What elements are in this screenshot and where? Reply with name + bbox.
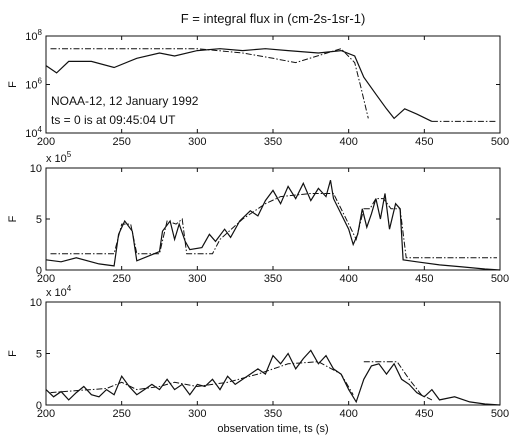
x-tick-label: 300: [188, 408, 206, 420]
y-tick-label: 104: [25, 125, 42, 140]
y-tick-label: 5: [36, 214, 42, 226]
x-tick-label: 350: [264, 136, 282, 148]
x-tick-label: 250: [112, 273, 130, 285]
x-tick-label: 400: [339, 408, 357, 420]
series-line-dashdot-2: [50, 361, 354, 395]
panels: 200 250 300 350 400 450 500104106108FNOAA-12, …: [7, 28, 509, 420]
y-tick-label: 0: [36, 265, 42, 277]
panel-1: 200 250 300 350 400 450 500 104 106 108 F NOAA-12, …: [7, 28, 509, 148]
x-tick-label: 200: [37, 273, 55, 285]
x-tick-label: 450: [415, 408, 433, 420]
x-tick-label: 500: [491, 273, 509, 285]
x-tick-label: 400: [339, 273, 357, 285]
annotation-1: NOAA-12, 12 January 1992: [51, 94, 199, 108]
x-axis-label: observation time, ts (s): [217, 423, 328, 435]
y-tick-label: 10: [30, 297, 42, 309]
y-tick-label: 10: [30, 163, 42, 175]
x-tick-label: 400: [339, 136, 357, 148]
y-multiplier: x 104: [46, 284, 72, 299]
annotation-2: ts = 0 is at 09:45:04 UT: [51, 113, 176, 127]
panel-2: 200 250 300 350 400 450 500 0 5 10 Fx 105: [7, 150, 509, 285]
y-tick-label: 5: [36, 349, 42, 361]
y-tick-label: 106: [25, 77, 42, 92]
series-line-solid-1: [45, 349, 501, 406]
y-tick-label: 108: [25, 28, 42, 43]
series-line-dashdot-2: [50, 193, 497, 259]
series-line-solid-1: [45, 48, 433, 122]
x-tick-label: 300: [188, 136, 206, 148]
panel-2-frame: [45, 167, 501, 271]
x-tick-label: 200: [37, 408, 55, 420]
x-tick-label: 450: [415, 136, 433, 148]
x-tick-label: 350: [264, 408, 282, 420]
x-tick-label: 500: [491, 408, 509, 420]
y-axis-label: F: [7, 350, 19, 357]
x-tick-label: 250: [112, 408, 130, 420]
x-tick-label: 300: [188, 273, 206, 285]
x-tick-label: 450: [415, 273, 433, 285]
y-tick-label: 0: [36, 400, 42, 412]
x-tick-label: 250: [112, 136, 130, 148]
series-line-dashdot-2: [50, 48, 369, 119]
y-axis-label: F: [7, 215, 19, 222]
series-line-dashdot-3: [363, 361, 433, 401]
x-tick-label: 200: [37, 136, 55, 148]
x-tick-label: 350: [264, 273, 282, 285]
series-line-solid-1: [45, 180, 501, 271]
y-axis-label: F: [7, 81, 19, 88]
chart-title: F = integral flux in (cm-2s-1sr-1): [181, 11, 366, 26]
panel-3: 200 250 300 350 400 450 500 0 5 10 Fx 104: [7, 284, 509, 420]
y-multiplier: x 105: [46, 150, 72, 165]
x-tick-label: 500: [491, 136, 509, 148]
